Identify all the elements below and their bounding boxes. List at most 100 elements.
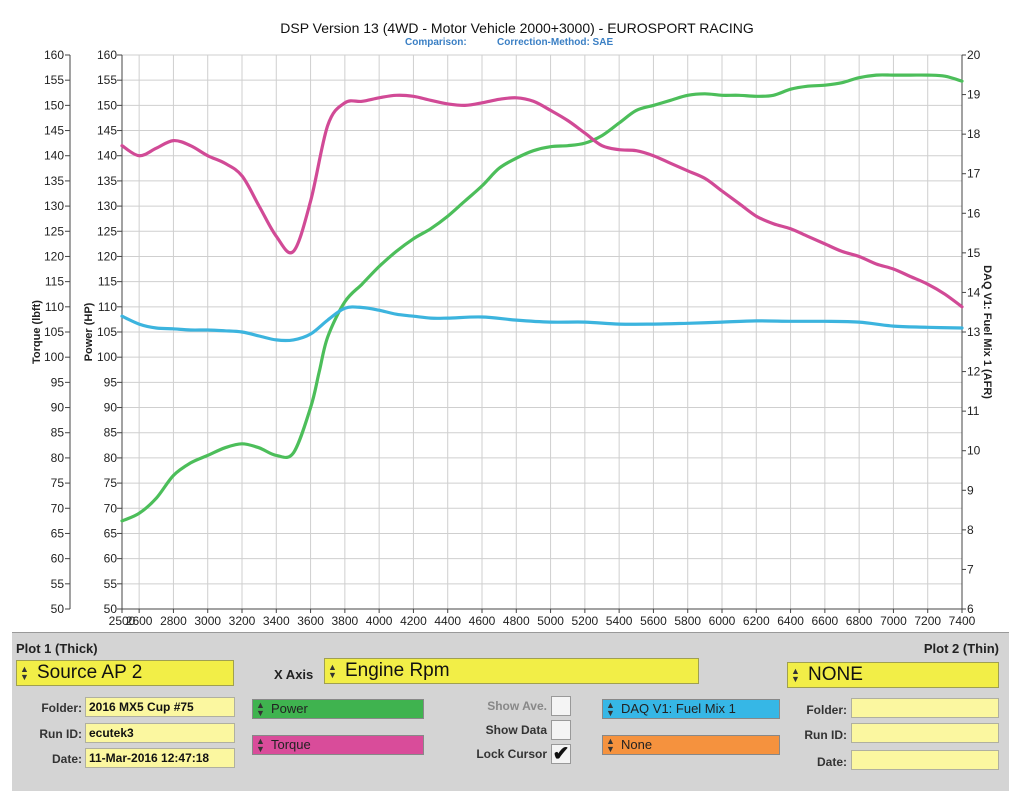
torque-tick-label: 135 <box>44 174 64 188</box>
show-data-checkbox[interactable] <box>551 720 571 740</box>
x-tick-label: 4800 <box>503 614 530 628</box>
plot2-date-label: Date: <box>816 755 847 769</box>
afr-tick-label: 10 <box>967 444 981 458</box>
run-id-value[interactable]: ecutek3 <box>85 723 235 743</box>
afr-tick-label: 17 <box>967 167 981 181</box>
x-tick-label: 5200 <box>572 614 599 628</box>
plot2-source-selector[interactable]: ▲ ▼ NONE <box>787 662 999 688</box>
torque-tick-label: 150 <box>44 98 64 112</box>
power-tick-label: 130 <box>97 199 117 213</box>
torque-tick-label: 145 <box>44 124 64 138</box>
afr-tick-label: 20 <box>967 48 981 62</box>
power-tick-label: 145 <box>97 124 117 138</box>
folder-label: Folder: <box>41 701 82 715</box>
afr-tick-label: 6 <box>967 602 974 616</box>
torque-tick-label: 75 <box>51 476 65 490</box>
plot2-source-value: NONE <box>808 664 863 685</box>
torque-tick-label: 85 <box>51 426 65 440</box>
x-tick-label: 5800 <box>674 614 701 628</box>
lock-cursor-checkbox[interactable]: ✔ <box>551 744 571 764</box>
date-label: Date: <box>51 752 82 766</box>
power-tick-label: 50 <box>104 602 118 616</box>
torque-tick-label: 95 <box>51 375 65 389</box>
control-panel: Plot 1 (Thick) Plot 2 (Thin) ▲ ▼ Source A… <box>12 632 1009 791</box>
power-tick-label: 110 <box>98 300 117 314</box>
afr-tick-label: 18 <box>967 127 981 141</box>
source-selector[interactable]: ▲ ▼ Source AP 2 <box>16 660 234 686</box>
torque-selector[interactable]: ▲ ▼ Torque <box>252 735 424 755</box>
afr-axis-label: DAQ V1: Fuel Mix 1 (AFR) <box>981 265 993 399</box>
power-tick-label: 120 <box>97 249 117 263</box>
dyno-chart: DSP Version 13 (4WD - Motor Vehicle 2000… <box>31 20 993 628</box>
torque-series-line <box>120 93 964 309</box>
plot2-folder-value[interactable] <box>851 698 999 718</box>
power-tick-label: 105 <box>97 325 117 339</box>
daq-selector[interactable]: ▲ ▼ DAQ V1: Fuel Mix 1 <box>602 699 780 719</box>
source-value: Source AP 2 <box>37 662 143 683</box>
x-tick-label: 7400 <box>949 614 976 628</box>
x-tick-label: 3400 <box>263 614 290 628</box>
power-tick-label: 80 <box>104 451 118 465</box>
torque-selector-label: Torque <box>271 737 311 752</box>
power-tick-label: 155 <box>97 73 117 87</box>
power-tick-label: 75 <box>104 476 118 490</box>
power-tick-label: 70 <box>104 501 118 515</box>
chart-title: DSP Version 13 (4WD - Motor Vehicle 2000… <box>280 20 753 36</box>
x-tick-label: 3600 <box>297 614 324 628</box>
plot2-run-id-label: Run ID: <box>804 728 847 742</box>
torque-tick-label: 90 <box>51 401 65 415</box>
afr-tick-label: 12 <box>967 365 981 379</box>
plot2-date-value[interactable] <box>851 750 999 770</box>
x-tick-label: 2500 <box>109 614 136 628</box>
x-axis-label: X Axis <box>274 667 314 682</box>
none-selector-label: None <box>621 737 653 752</box>
power-tick-label: 125 <box>97 224 117 238</box>
power-series-line <box>120 73 964 523</box>
up-down-arrows-icon: ▲ ▼ <box>791 666 800 684</box>
axes <box>65 54 966 613</box>
folder-value[interactable]: 2016 MX5 Cup #75 <box>85 697 235 717</box>
x-tick-label: 3200 <box>229 614 256 628</box>
torque-tick-label: 125 <box>44 224 64 238</box>
x-tick-label: 2800 <box>160 614 187 628</box>
torque-tick-label: 60 <box>51 552 65 566</box>
none-selector[interactable]: ▲ ▼ None <box>602 735 780 755</box>
torque-tick-label: 50 <box>51 602 65 616</box>
x-tick-label: 4200 <box>400 614 427 628</box>
torque-tick-label: 160 <box>44 48 64 62</box>
x-tick-label: 2600 <box>126 614 153 628</box>
x-tick-label: 7000 <box>880 614 907 628</box>
torque-tick-label: 140 <box>44 149 64 163</box>
torque-tick-label: 130 <box>44 199 64 213</box>
show-ave-checkbox[interactable] <box>551 696 571 716</box>
x-tick-label: 4600 <box>469 614 496 628</box>
up-down-arrows-icon: ▲ ▼ <box>606 736 615 754</box>
up-down-arrows-icon: ▲ ▼ <box>328 662 337 680</box>
date-value[interactable]: 11-Mar-2016 12:47:18 <box>85 748 235 768</box>
power-tick-label: 85 <box>104 426 118 440</box>
afr-tick-label: 19 <box>967 88 981 102</box>
torque-tick-label: 120 <box>44 249 64 263</box>
plot2-run-id-value[interactable] <box>851 723 999 743</box>
power-selector[interactable]: ▲ ▼ Power <box>252 699 424 719</box>
afr-tick-label: 14 <box>967 285 981 299</box>
daq-selector-label: DAQ V1: Fuel Mix 1 <box>621 701 736 716</box>
check-icon: ✔ <box>552 743 570 765</box>
x-tick-label: 5000 <box>537 614 564 628</box>
plot2-header: Plot 2 (Thin) <box>923 641 999 656</box>
power-tick-label: 160 <box>97 48 117 62</box>
lock-cursor-label: Lock Cursor <box>476 747 547 761</box>
x-tick-label: 6400 <box>777 614 804 628</box>
power-tick-label: 115 <box>98 275 117 289</box>
power-tick-label: 60 <box>104 552 118 566</box>
up-down-arrows-icon: ▲ ▼ <box>256 700 265 718</box>
power-tick-label: 140 <box>97 149 117 163</box>
grid <box>121 54 963 610</box>
power-tick-label: 95 <box>104 375 118 389</box>
x-axis-selector[interactable]: ▲ ▼ Engine Rpm <box>324 658 699 684</box>
torque-tick-label: 70 <box>51 501 65 515</box>
show-data-label: Show Data <box>485 723 547 737</box>
afr-tick-label: 7 <box>967 562 974 576</box>
torque-tick-label: 55 <box>51 577 65 591</box>
